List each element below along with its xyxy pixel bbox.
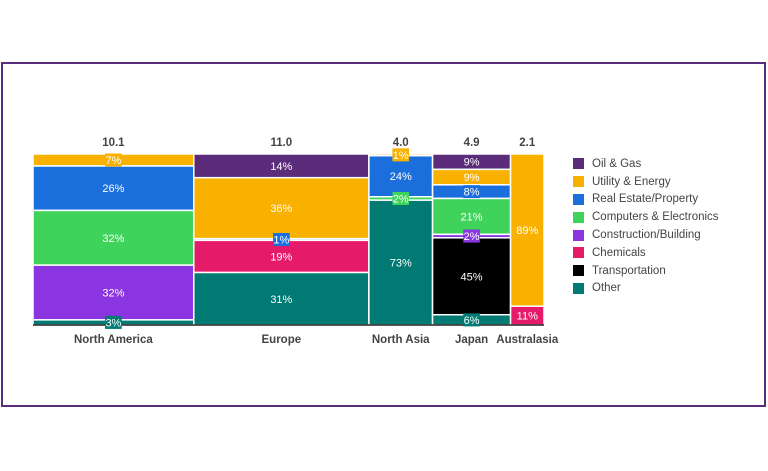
bar-segment-japan-computers-electronics bbox=[431, 197, 512, 236]
data-label-japan-utility-energy: 9% bbox=[464, 172, 480, 184]
data-label-japan-other: 6% bbox=[464, 315, 480, 327]
legend-item-computers-electronics: Computers & Electronics bbox=[573, 208, 719, 226]
data-label-north-asia-other: 73% bbox=[390, 258, 412, 270]
legend-item-chemicals: Chemicals bbox=[573, 244, 719, 262]
legend-label: Construction/Building bbox=[592, 229, 701, 242]
column-total-label: 10.1 bbox=[102, 137, 125, 149]
column-total-label: 4.0 bbox=[393, 137, 409, 149]
legend-label: Computers & Electronics bbox=[592, 211, 719, 224]
legend-label: Utility & Energy bbox=[592, 175, 671, 188]
data-label-europe-other: 31% bbox=[270, 294, 292, 306]
data-label-north-asia-real-estate-property: 24% bbox=[390, 171, 412, 183]
legend-label: Other bbox=[592, 282, 621, 295]
data-label-north-america-real-estate-property: 26% bbox=[102, 183, 124, 195]
x-tick-label-north-asia: North Asia bbox=[372, 334, 430, 346]
data-label-japan-construction-building-background bbox=[463, 229, 480, 243]
data-label-japan-other-background bbox=[463, 313, 480, 327]
data-label-europe-chemicals: 19% bbox=[270, 251, 292, 263]
legend-item-other: Other bbox=[573, 280, 719, 298]
data-label-north-america-other-background bbox=[105, 315, 122, 329]
data-label-europe-oil-gas: 14% bbox=[270, 161, 292, 173]
data-label-japan-real-estate-property-background bbox=[463, 185, 480, 199]
legend-swatch bbox=[573, 158, 584, 170]
legend-item-oil-gas: Oil & Gas bbox=[573, 155, 719, 173]
data-label-japan-real-estate-property: 8% bbox=[464, 187, 480, 199]
legend-swatch bbox=[573, 211, 584, 223]
legend-label: Transportation bbox=[592, 264, 666, 277]
legend-label: Chemicals bbox=[592, 246, 646, 259]
data-label-europe-real-estate-property-background bbox=[273, 233, 290, 246]
legend-swatch bbox=[573, 265, 584, 277]
data-label-japan-transportation: 45% bbox=[461, 271, 483, 283]
data-label-europe-utility-energy: 36% bbox=[270, 203, 292, 215]
legend-swatch bbox=[573, 193, 584, 205]
legend-item-real-estate-property: Real Estate/Property bbox=[573, 191, 719, 209]
x-tick-label-australasia: Australasia bbox=[496, 334, 559, 346]
data-label-north-america-utility-energy-background bbox=[105, 153, 122, 167]
x-tick-label-north-america: North America bbox=[74, 334, 153, 346]
data-label-japan-construction-building: 2% bbox=[464, 231, 480, 243]
data-label-japan-computers-electronics: 21% bbox=[461, 211, 483, 223]
column-total-label: 2.1 bbox=[519, 137, 536, 149]
data-label-north-america-construction-building: 32% bbox=[102, 288, 124, 300]
column-total-label: 4.9 bbox=[464, 137, 480, 149]
data-label-north-asia-utility-energy-background bbox=[392, 148, 410, 162]
column-total-label: 11.0 bbox=[270, 137, 292, 149]
data-label-north-asia-utility-energy: 1% bbox=[393, 150, 409, 162]
data-label-north-america-other: 3% bbox=[105, 317, 121, 329]
data-label-australasia-utility-energy: 89% bbox=[516, 225, 538, 237]
data-label-europe-real-estate-property: 1% bbox=[273, 235, 289, 247]
data-label-north-america-computers-electronics: 32% bbox=[102, 233, 124, 245]
legend-item-transportation: Transportation bbox=[573, 262, 719, 280]
legend: Oil & Gas Utility & Energy Real Estate/Pro… bbox=[573, 155, 719, 297]
legend-item-construction-building: Construction/Building bbox=[573, 226, 719, 244]
legend-swatch bbox=[573, 247, 584, 259]
legend-swatch bbox=[573, 176, 584, 188]
x-tick-label-europe: Europe bbox=[262, 334, 302, 346]
data-label-north-asia-computers-electronics-background bbox=[392, 191, 410, 205]
legend-swatch bbox=[573, 282, 584, 294]
x-tick-label-japan: Japan bbox=[455, 334, 488, 346]
data-label-australasia-chemicals: 11% bbox=[517, 311, 538, 323]
bar-segment-japan-transportation bbox=[431, 237, 512, 316]
legend-swatch bbox=[573, 229, 584, 241]
data-label-north-america-utility-energy: 7% bbox=[105, 155, 121, 167]
data-label-north-asia-computers-electronics: 2% bbox=[393, 193, 409, 205]
legend-item-utility-energy: Utility & Energy bbox=[573, 173, 719, 191]
legend-label: Real Estate/Property bbox=[592, 193, 699, 206]
data-label-japan-oil-gas: 9% bbox=[464, 157, 480, 169]
legend-label: Oil & Gas bbox=[592, 157, 642, 170]
